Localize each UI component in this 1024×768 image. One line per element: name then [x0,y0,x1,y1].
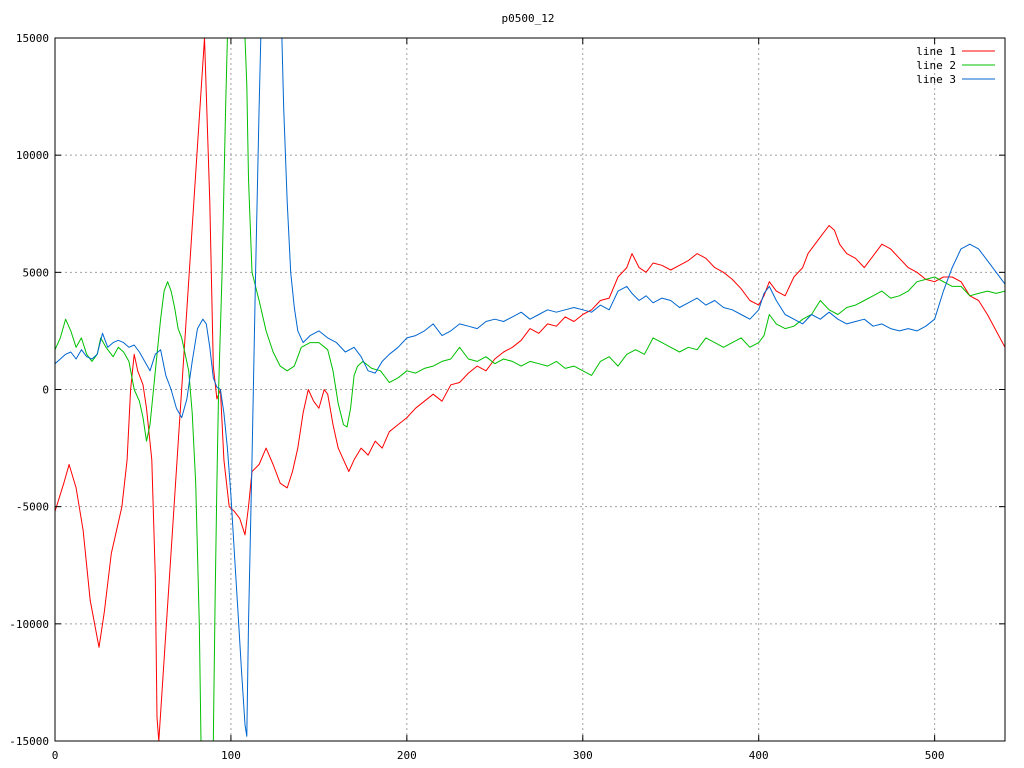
y-tick-label: 15000 [16,32,49,45]
grid [55,38,1005,741]
x-tick-label: 300 [573,749,593,762]
y-tick-label: -15000 [9,735,49,748]
chart-title: p0500_12 [502,12,555,25]
y-tick-label: 5000 [23,266,50,279]
series-line-2 [55,38,1005,741]
series-line-3 [55,38,1005,737]
x-tick-label: 100 [221,749,241,762]
y-tick-label: -5000 [16,501,49,514]
legend-label-1: line 1 [916,45,956,58]
x-tick-label: 400 [749,749,769,762]
x-tick-label: 200 [397,749,417,762]
y-tick-label: 0 [42,384,49,397]
series-group [55,38,1005,741]
y-tick-label: 10000 [16,149,49,162]
axis-ticks: 0 100 200 300 400 500 -15000 -10000 -5000 0 5000 10… [9,32,1005,762]
series-line-1 [55,38,1005,741]
x-tick-label: 500 [925,749,945,762]
y-tick-label: -10000 [9,618,49,631]
legend-label-3: line 3 [916,73,956,86]
legend-label-2: line 2 [916,59,956,72]
x-tick-label: 0 [52,749,59,762]
